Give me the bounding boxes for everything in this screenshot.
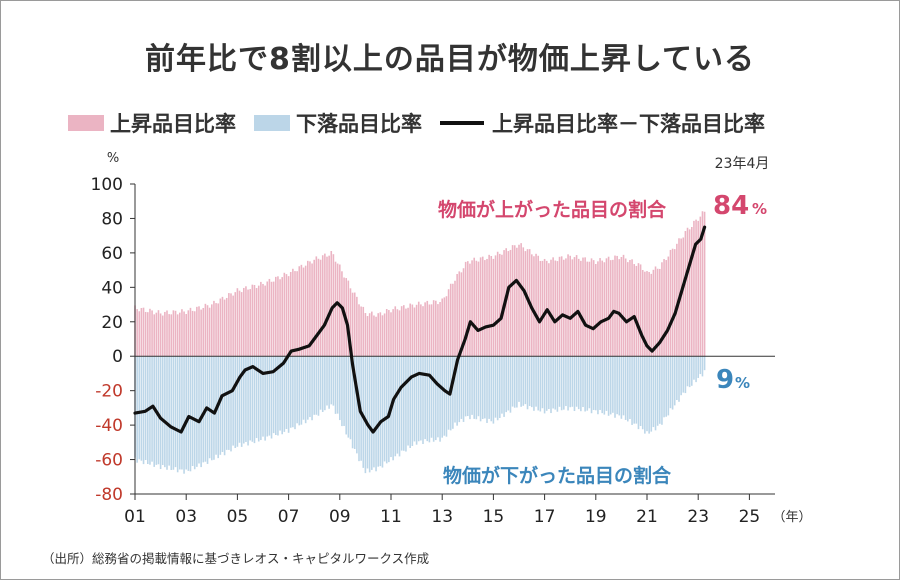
x-tick-label: 01 xyxy=(124,507,146,527)
legend-diff-swatch xyxy=(440,121,484,125)
rise-annotation: 物価が上がった品目の割合 xyxy=(438,198,667,221)
fall-annotation: 物価が下がった品目の割合 xyxy=(443,464,672,487)
x-tick-label: 03 xyxy=(175,507,197,527)
y-tick-label: 20 xyxy=(101,313,123,333)
y-tick-label: 80 xyxy=(101,209,123,229)
legend: 上昇品目比率 下落品目比率 上昇品目比率－下落品目比率 xyxy=(68,110,783,136)
latest-date-label: 23年4月 xyxy=(715,156,770,172)
x-tick-label: 05 xyxy=(227,507,249,527)
x-tick-label: 23 xyxy=(687,507,709,527)
legend-fall: 下落品目比率 xyxy=(254,108,422,138)
rise-latest-value: 84 xyxy=(713,191,749,221)
legend-diff: 上昇品目比率－下落品目比率 xyxy=(440,108,765,138)
legend-fall-label: 下落品目比率 xyxy=(296,112,422,136)
diff-line xyxy=(133,225,707,434)
legend-fall-swatch xyxy=(254,115,290,131)
x-tick-label: 15 xyxy=(483,507,505,527)
legend-rise-swatch xyxy=(68,115,104,131)
x-tick-label: 07 xyxy=(278,507,300,527)
rise-percent-sign: % xyxy=(752,200,767,218)
y-tick-label: 60 xyxy=(101,244,123,264)
x-tick-label: 11 xyxy=(380,507,402,527)
y-unit-label: % xyxy=(107,151,119,166)
legend-rise-label: 上昇品目比率 xyxy=(110,112,236,136)
x-tick-label: 21 xyxy=(636,507,658,527)
x-unit-label: （年） xyxy=(772,510,811,525)
y-tick-label: -20 xyxy=(95,382,123,402)
x-tick-label: 17 xyxy=(534,507,556,527)
legend-diff-label: 上昇品目比率－下落品目比率 xyxy=(492,112,765,136)
chart-title: 前年比で8割以上の品目が物価上昇している xyxy=(145,42,755,77)
x-tick-label: 09 xyxy=(329,507,351,527)
fall-bars xyxy=(134,356,706,474)
x-tick-label: 25 xyxy=(739,507,761,527)
rise-bars xyxy=(134,211,706,357)
y-tick-label: 40 xyxy=(101,278,123,298)
y-tick-label: -40 xyxy=(95,416,123,436)
x-tick-label: 19 xyxy=(585,507,607,527)
y-tick-label: -80 xyxy=(95,485,123,505)
y-tick-label: -60 xyxy=(95,451,123,471)
y-tick-label: 0 xyxy=(112,347,123,367)
x-tick-label: 13 xyxy=(431,507,453,527)
fall-latest-value: 9 xyxy=(716,365,734,395)
y-tick-label: 100 xyxy=(91,175,123,195)
legend-rise: 上昇品目比率 xyxy=(68,108,236,138)
source-note: （出所）総務省の掲載情報に基づきレオス・キャピタルワークス作成 xyxy=(42,551,430,566)
fall-percent-sign: % xyxy=(735,374,750,392)
